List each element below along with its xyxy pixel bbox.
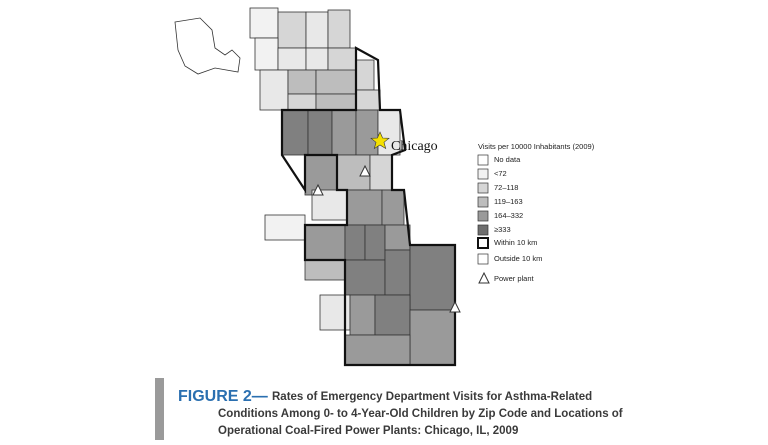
city-marker <box>370 131 390 150</box>
zip-area <box>315 69 357 95</box>
legend-swatch <box>477 237 489 249</box>
caption-text: Rates of Emergency Department Visits for… <box>272 391 592 403</box>
boundary-within-10km <box>280 46 457 367</box>
zip-area <box>307 109 333 156</box>
legend-swatch <box>477 154 489 166</box>
caption-text: Operational Coal-Fired Power Plants: Chi… <box>218 425 518 437</box>
zip-area <box>304 224 346 261</box>
zip-area <box>344 224 366 261</box>
zip-area <box>287 69 317 95</box>
zip-area <box>355 89 381 111</box>
zip-area <box>174 17 241 75</box>
zip-area <box>304 259 346 281</box>
zip-area <box>409 309 456 366</box>
zip-area <box>281 109 309 156</box>
legend-swatch <box>477 253 489 265</box>
zip-area <box>384 224 411 251</box>
legend-swatch <box>477 210 489 222</box>
zip-area <box>277 11 307 49</box>
zip-area <box>364 224 386 261</box>
legend-label: ≥333 <box>494 225 511 234</box>
legend-title: Visits per 10000 Inhabitants (2009) <box>478 142 595 151</box>
legend-label: Power plant <box>494 274 535 283</box>
zip-area <box>355 59 375 91</box>
power-plant <box>449 300 461 313</box>
legend-label: 119–163 <box>494 197 523 206</box>
legend-swatch <box>477 182 489 194</box>
caption: FIGURE 2— Rates of Emergency Department … <box>155 378 623 440</box>
zip-area <box>304 154 338 196</box>
legend-label: 164–332 <box>494 211 523 220</box>
caption-bar <box>155 378 164 440</box>
zip-area <box>384 249 411 296</box>
figure-label: FIGURE 2— <box>178 388 268 405</box>
zip-area <box>315 93 357 111</box>
zip-area <box>331 109 357 156</box>
zip-area <box>277 47 307 71</box>
zip-area <box>254 37 279 71</box>
zip-area <box>249 7 279 39</box>
zip-area <box>305 47 329 71</box>
zip-area <box>264 214 306 241</box>
zip-area <box>369 154 393 191</box>
zip-area <box>346 189 383 226</box>
power-plant <box>312 183 324 196</box>
legend-label: Within 10 km <box>494 238 537 247</box>
legend-swatch <box>477 196 489 208</box>
legend-label: Outside 10 km <box>494 254 542 263</box>
legend-label: <72 <box>494 169 507 178</box>
zip-area <box>327 9 351 49</box>
legend-label: 72–118 <box>494 183 518 192</box>
legend-swatch <box>477 224 489 236</box>
zip-area <box>374 294 411 336</box>
legend-swatch <box>478 271 490 284</box>
zip-area <box>344 334 411 366</box>
zip-area <box>259 69 289 111</box>
caption-text: Conditions Among 0- to 4-Year-Old Childr… <box>218 408 623 420</box>
city-label: Chicago <box>391 139 438 154</box>
zip-area <box>349 294 376 336</box>
zip-area <box>409 244 456 311</box>
zip-area <box>381 189 405 226</box>
zip-area <box>305 11 329 49</box>
zip-area <box>287 93 317 111</box>
zip-area <box>344 259 386 296</box>
legend: Visits per 10000 Inhabitants (2009) No d… <box>477 142 595 284</box>
power-plant <box>359 164 371 177</box>
map: Chicago <box>174 7 461 367</box>
legend-swatch <box>477 168 489 180</box>
legend-label: No data <box>494 155 521 164</box>
